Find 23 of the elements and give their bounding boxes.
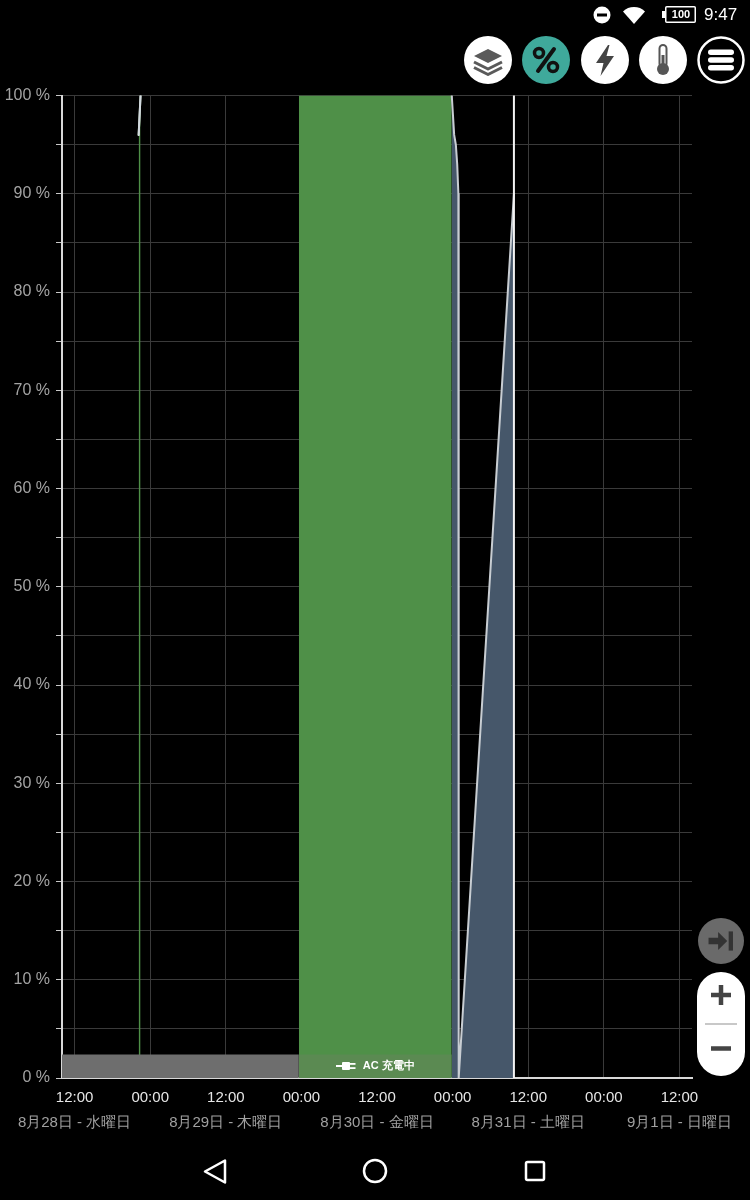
x-tick-label: 12:00 8月28日 - 水曜日	[17, 1088, 132, 1131]
y-tick-label: 10 %	[13, 970, 50, 988]
x-tick-label: 12:00 9月1日 - 日曜日	[626, 1088, 732, 1131]
x-tick-label: 00:00	[131, 1088, 169, 1106]
y-tick-label: 80 %	[13, 282, 50, 300]
y-tick-label: 100 %	[4, 86, 50, 104]
y-tick-label: 60 %	[13, 478, 50, 496]
text: 9:47	[704, 5, 738, 25]
x-tick-label: 12:00 8月29日 - 木曜日	[169, 1088, 283, 1131]
x-tick-label: 12:00 8月31日 - 土曜日	[471, 1088, 585, 1131]
y-tick-label: 70 %	[13, 380, 50, 398]
y-tick-label: 30 %	[13, 773, 50, 791]
y-tick-label: 40 %	[13, 675, 50, 693]
y-tick-label: 90 %	[13, 184, 50, 202]
x-tick-label: 00:00	[585, 1088, 623, 1106]
y-tick-label: 20 %	[13, 871, 50, 889]
x-tick-label: 12:00 8月30日 - 金曜日	[320, 1088, 434, 1131]
y-tick-label: 0 %	[22, 1068, 50, 1086]
x-tick-label: 00:00	[282, 1088, 321, 1106]
text: 100	[667, 8, 695, 21]
series-label: AC 充電中	[362, 1059, 415, 1072]
y-tick-label: 50 %	[13, 577, 50, 595]
x-tick-label: 00:00	[433, 1088, 472, 1106]
